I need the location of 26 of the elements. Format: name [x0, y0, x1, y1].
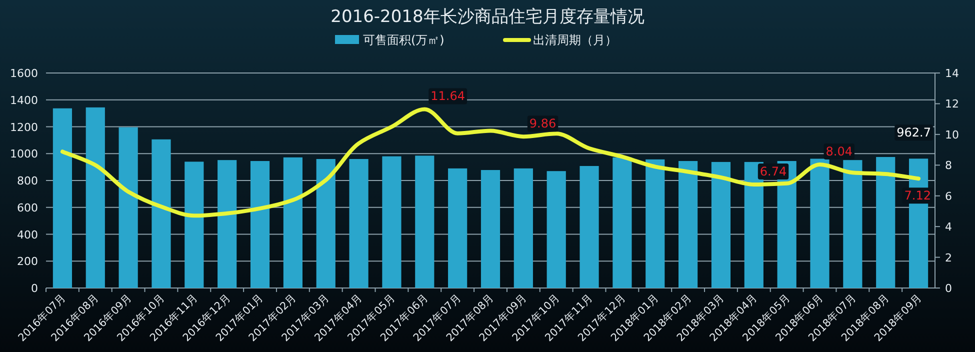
y-tick-label: 1200: [10, 120, 38, 134]
data-label: 962.7: [896, 126, 931, 140]
legend-label: 出清周期（月）: [533, 33, 617, 47]
y-tick-label: 800: [17, 174, 38, 188]
y2-tick-label: 6: [945, 190, 952, 203]
y2-tick-label: 8: [945, 159, 952, 172]
y-tick-label: 1400: [10, 94, 38, 107]
chart-title: 2016-2018年长沙商品住宅月度存量情况: [330, 7, 644, 27]
y2-tick-label: 0: [945, 282, 952, 295]
y-tick-label: 400: [17, 228, 38, 242]
data-label: 9.86: [529, 116, 556, 131]
y-tick-label: 1600: [10, 67, 38, 80]
y2-tick-label: 4: [945, 220, 952, 234]
y2-tick-label: 12: [945, 98, 959, 111]
y-tick-label: 600: [17, 201, 38, 214]
y-tick-label: 1000: [10, 148, 38, 161]
data-label: 8.04: [826, 144, 852, 159]
data-label: 7.12: [904, 188, 931, 203]
y-tick-label: 200: [17, 255, 38, 268]
y-tick-label: 0: [31, 282, 38, 295]
data-label: 6.74: [760, 164, 787, 178]
y2-tick-label: 10: [945, 128, 959, 142]
y2-tick-label: 14: [945, 67, 959, 80]
legend-label: 可售面积(万㎡): [363, 33, 444, 47]
y2-tick-label: 2: [945, 251, 952, 264]
data-label: 11.64: [430, 89, 466, 104]
